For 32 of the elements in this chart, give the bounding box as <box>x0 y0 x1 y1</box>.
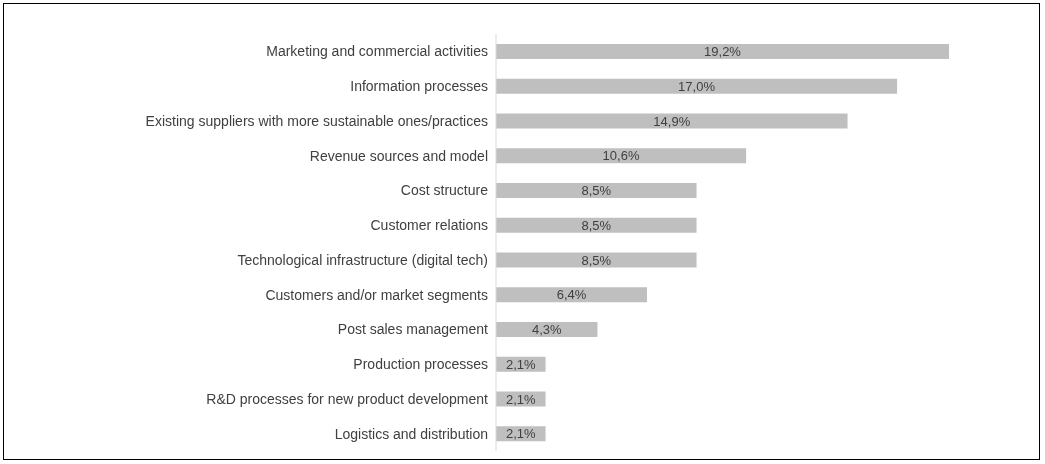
bar <box>496 183 697 198</box>
bar <box>496 78 898 94</box>
y-tick-label: Production processes <box>353 356 488 373</box>
data-label: 2,1% <box>505 391 537 407</box>
bar <box>496 252 697 268</box>
bar <box>496 217 697 233</box>
y-tick-label: Logistics and distribution <box>334 425 488 442</box>
y-tick-label: R&D processes for new product development <box>206 390 489 407</box>
y-tick-label: Cost structure <box>400 182 489 199</box>
y-tick-label: Post sales management <box>337 321 489 338</box>
data-label: 8,5% <box>581 217 612 233</box>
bar <box>496 113 848 129</box>
y-tick-label: Customer relations <box>370 217 488 234</box>
data-label: 8,5% <box>581 183 612 199</box>
y-tick-label: Existing suppliers with more sustainable ones/practices <box>145 112 488 129</box>
bar <box>496 148 747 164</box>
bar <box>496 287 647 303</box>
data-label: 2,1% <box>505 426 537 442</box>
data-label: 14,9% <box>653 113 691 129</box>
data-label: 2,1% <box>505 356 537 372</box>
bar <box>496 44 949 59</box>
y-tick-label: Technological infrastructure (digital tech) <box>237 251 488 268</box>
data-label: 19,2% <box>704 44 742 60</box>
y-tick-label: Marketing and commercial activities <box>266 43 488 60</box>
y-tick-label: Information processes <box>350 78 488 95</box>
data-label: 4,3% <box>531 322 562 338</box>
y-tick-label: Customers and/or market segments <box>265 286 488 303</box>
data-label: 8,5% <box>581 252 612 268</box>
data-label: 17,0% <box>678 78 716 94</box>
data-label: 10,6% <box>602 148 640 164</box>
data-label: 6,4% <box>556 287 587 303</box>
y-tick-label: Revenue sources and model <box>309 147 488 164</box>
